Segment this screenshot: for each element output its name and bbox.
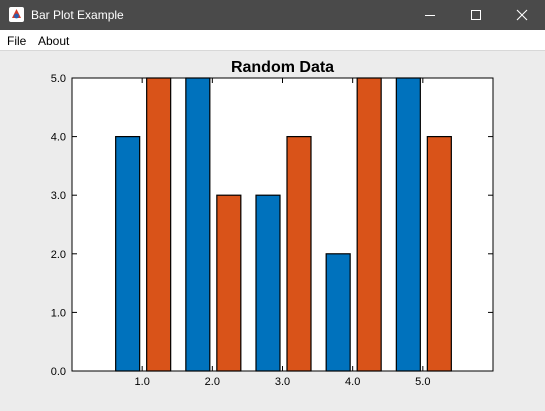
- y-tick-label-1.0: 1.0: [51, 307, 66, 319]
- menu-bar: File About: [0, 30, 545, 51]
- bar-series-2-4.0: [356, 77, 382, 372]
- bar-series-1-1.0: [115, 135, 141, 372]
- bar-series-2-2.0: [216, 194, 242, 372]
- bar-series-2-1.0: [146, 77, 172, 372]
- x-tick-label-2.0: 2.0: [205, 376, 220, 388]
- bar-series-2-5.0: [426, 135, 452, 372]
- maximize-button[interactable]: [453, 0, 499, 30]
- bar-chart: Random Data 0.0 1.0 2.0 3.0 4.0 5.0 1.0 2.0 3.0 4.…: [51, 59, 494, 388]
- menu-file[interactable]: File: [7, 34, 27, 48]
- bar-series-2-3.0: [286, 135, 312, 372]
- close-button[interactable]: [499, 0, 545, 30]
- java-app-icon: [9, 7, 24, 22]
- title-bar[interactable]: Bar Plot Example: [0, 0, 545, 30]
- y-tick-label-3.0: 3.0: [51, 190, 66, 202]
- y-tick-label-0.0: 0.0: [51, 366, 66, 378]
- chart-panel: Random Data 0.0 1.0 2.0 3.0 4.0 5.0 1.0 2.0 3.0 4.…: [0, 51, 545, 411]
- maximize-icon: [471, 10, 481, 20]
- menu-about[interactable]: About: [38, 34, 70, 48]
- x-tick-label-4.0: 4.0: [345, 376, 360, 388]
- bar-series-1-3.0: [255, 194, 281, 372]
- y-tick-label-5.0: 5.0: [51, 73, 66, 85]
- bar-series-1-4.0: [325, 253, 351, 372]
- x-tick-label-5.0: 5.0: [415, 376, 430, 388]
- minimize-button[interactable]: [407, 0, 453, 30]
- close-icon: [516, 9, 528, 21]
- x-tick-label-1.0: 1.0: [135, 376, 150, 388]
- y-tick-label-2.0: 2.0: [51, 249, 66, 261]
- window-title: Bar Plot Example: [31, 8, 124, 22]
- x-tick-label-3.0: 3.0: [275, 376, 290, 388]
- chart-title: Random Data: [231, 59, 334, 76]
- plot-background: [72, 78, 493, 371]
- bar-series-1-2.0: [185, 77, 211, 372]
- minimize-icon: [425, 15, 435, 16]
- bar-series-1-5.0: [395, 77, 421, 372]
- y-tick-label-4.0: 4.0: [51, 132, 66, 144]
